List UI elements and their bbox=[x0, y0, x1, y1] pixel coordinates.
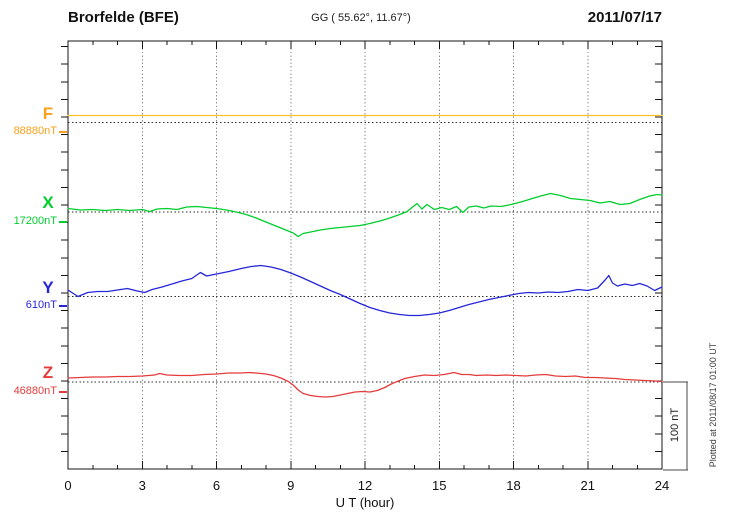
component-leader-dash-X bbox=[59, 220, 67, 223]
x-axis-title: U T (hour) bbox=[335, 495, 395, 510]
scale-bar-label: 100 nT bbox=[669, 407, 681, 443]
x-tick-label: 3 bbox=[139, 478, 146, 493]
component-letter-Z: Z bbox=[42, 363, 54, 382]
station-title: Brorfelde (BFE) bbox=[68, 9, 179, 26]
x-tick-label: 24 bbox=[655, 478, 669, 493]
component-leader-dash-Y bbox=[59, 305, 67, 307]
trace-Z bbox=[67, 371, 663, 398]
x-tick-label: 21 bbox=[581, 478, 595, 493]
x-tick-label: 0 bbox=[64, 478, 71, 493]
geographic-coordinates-label: GG ( 55.62°, 11.67°) bbox=[311, 12, 411, 24]
plotted-at-annotation: Plotted at 2011/08/17 01:00 UT bbox=[708, 342, 718, 468]
plot-frame bbox=[67, 40, 663, 470]
x-tick-label: 15 bbox=[432, 478, 446, 493]
component-leader-dash-F bbox=[59, 131, 67, 133]
component-baseline-value-Z: 46880nT bbox=[13, 384, 57, 397]
x-tick-label: 12 bbox=[358, 478, 372, 493]
x-tick-label: 9 bbox=[287, 478, 294, 493]
component-leader-dash-Z bbox=[59, 390, 67, 393]
component-baseline-value-X: 17200nT bbox=[13, 214, 57, 227]
component-baseline-value-F: 88880nT bbox=[13, 125, 57, 137]
component-letter-F: F bbox=[42, 103, 54, 123]
component-letter-X: X bbox=[42, 193, 54, 212]
x-tick-label: 6 bbox=[213, 478, 220, 493]
trace-Y bbox=[67, 264, 663, 317]
date-label: 2011/07/17 bbox=[587, 9, 662, 26]
trace-X bbox=[67, 192, 663, 238]
component-letter-Y: Y bbox=[42, 277, 54, 297]
x-tick-label: 18 bbox=[506, 478, 520, 493]
component-baseline-value-Y: 610nT bbox=[25, 299, 57, 311]
